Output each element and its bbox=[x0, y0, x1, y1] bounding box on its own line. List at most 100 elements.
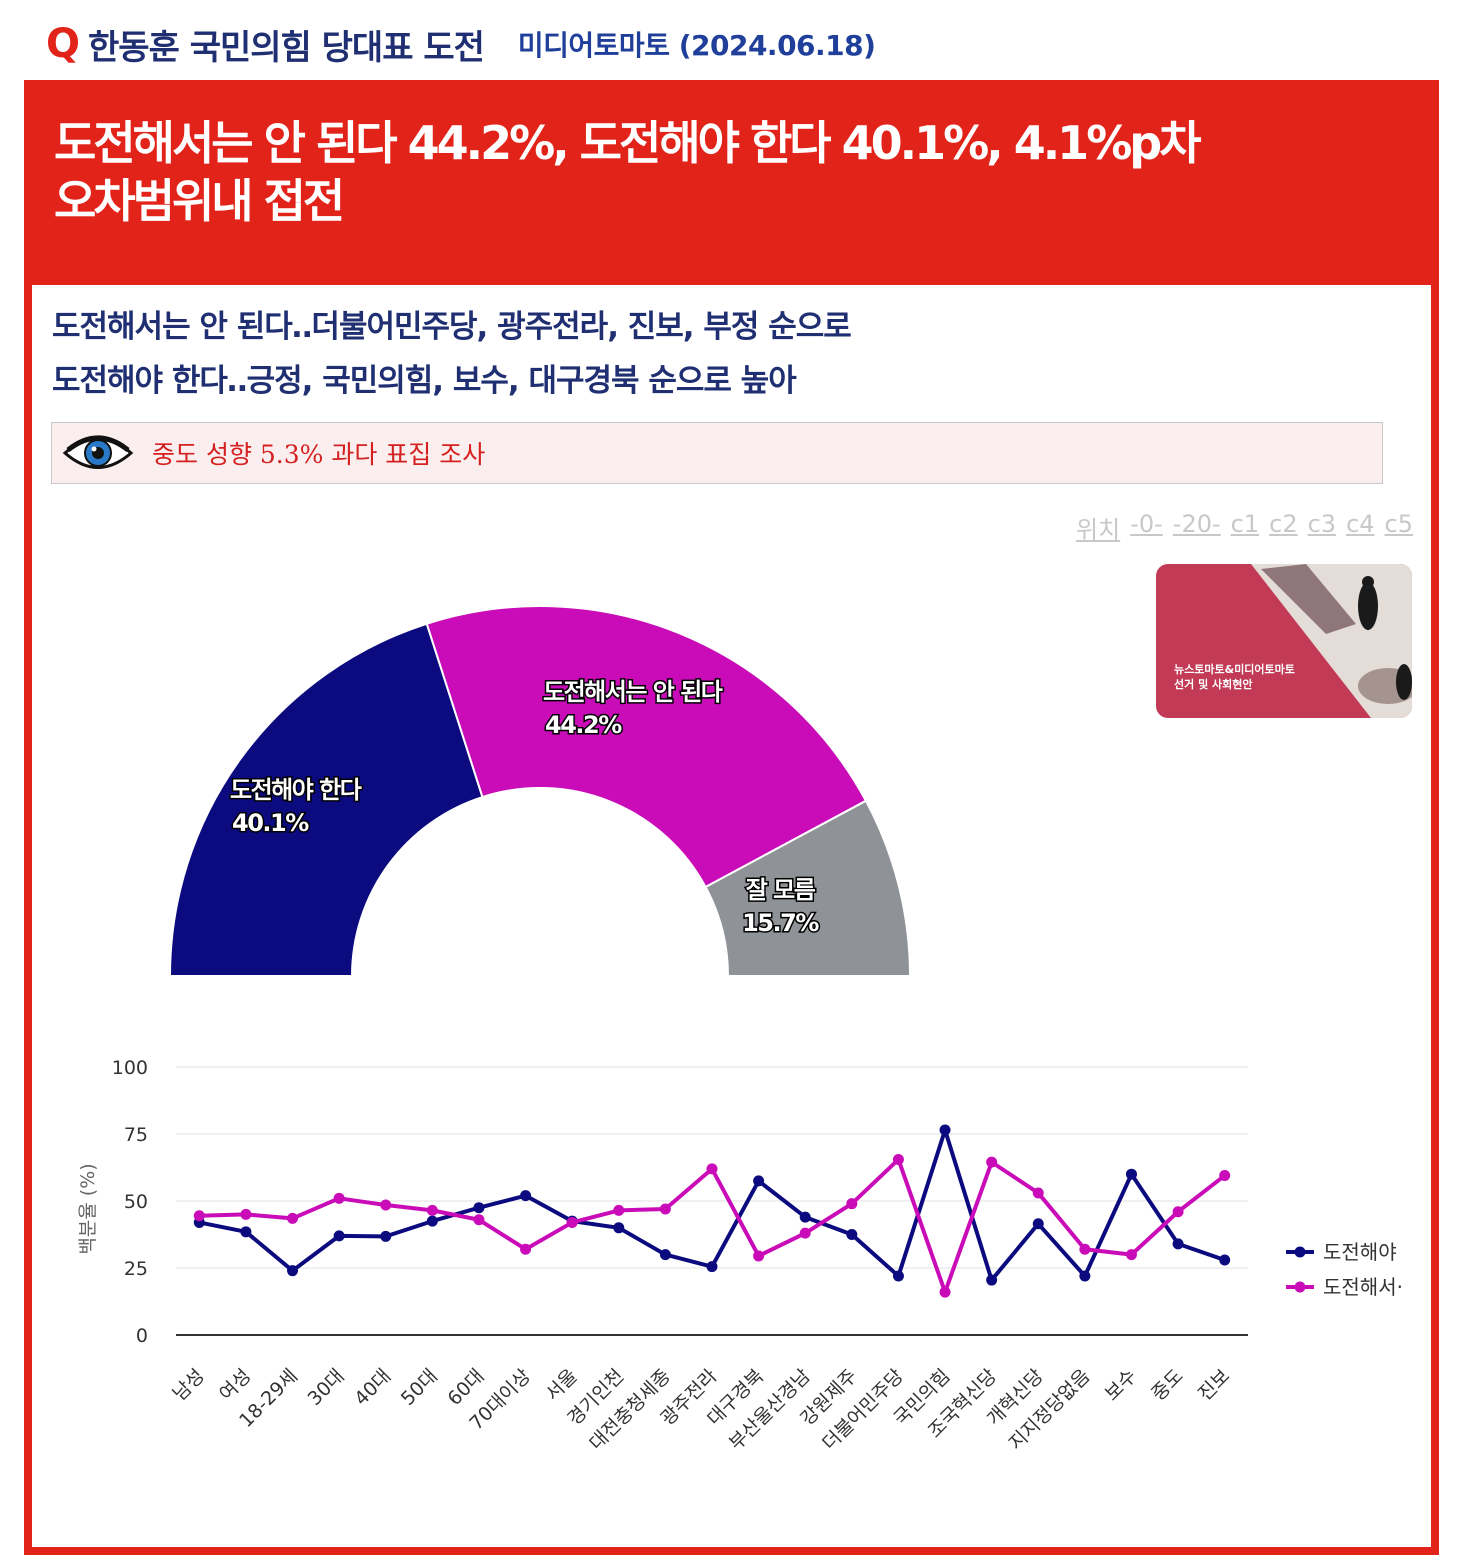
series-point bbox=[706, 1163, 718, 1175]
eye-icon bbox=[62, 435, 134, 469]
x-tick-label: 남성 bbox=[169, 1365, 209, 1405]
gauge-slice-label: 도전해서는 안 된다 bbox=[543, 678, 723, 706]
series-point bbox=[753, 1250, 765, 1262]
toolbar-item-0[interactable]: -0- bbox=[1130, 510, 1163, 538]
series-point bbox=[986, 1274, 998, 1286]
series-point bbox=[380, 1199, 392, 1211]
series-point bbox=[1172, 1206, 1184, 1218]
series-point bbox=[426, 1204, 438, 1216]
series-point bbox=[473, 1202, 485, 1214]
series-point bbox=[1032, 1187, 1044, 1199]
y-tick-label: 50 bbox=[124, 1191, 148, 1213]
series-point bbox=[520, 1190, 532, 1202]
series-point bbox=[1125, 1168, 1137, 1180]
q-icon: Q bbox=[46, 21, 81, 67]
series-point bbox=[1032, 1218, 1044, 1230]
toolbar-item-c4[interactable]: c4 bbox=[1346, 510, 1375, 538]
series-point bbox=[1079, 1270, 1091, 1282]
series-point bbox=[473, 1214, 485, 1226]
series-point bbox=[939, 1286, 951, 1298]
legend-label: 도전해서· bbox=[1323, 1275, 1403, 1299]
y-axis-label: 백분율 (%) bbox=[77, 1163, 99, 1254]
toolbar-item-c5[interactable]: c5 bbox=[1384, 510, 1413, 538]
series-point bbox=[1079, 1243, 1091, 1255]
series-point bbox=[846, 1229, 858, 1240]
series-point bbox=[892, 1270, 904, 1282]
series-point bbox=[333, 1230, 345, 1242]
note-box: 중도 성향 5.3% 과다 표집 조사 bbox=[51, 422, 1383, 484]
gauge-slice-value: 15.7% bbox=[742, 909, 819, 937]
legend-marker bbox=[1294, 1246, 1306, 1258]
series-point bbox=[986, 1156, 998, 1168]
series-point bbox=[939, 1124, 951, 1136]
y-tick-label: 100 bbox=[112, 1057, 148, 1079]
ad-banner[interactable]: 뉴스토마토&미디어토마토 선거 및 사회현안 bbox=[1156, 564, 1412, 718]
top-header: Q 한동훈 국민의힘 당대표 도전 미디어토마토 (2024.06.18) bbox=[46, 18, 876, 70]
series-point bbox=[520, 1243, 532, 1255]
gauge-slice-value: 44.2% bbox=[545, 711, 622, 739]
toolbar-item-c1[interactable]: c1 bbox=[1230, 510, 1260, 538]
series-point bbox=[566, 1216, 578, 1228]
page-title: 한동훈 국민의힘 당대표 도전 bbox=[88, 27, 485, 68]
series-point bbox=[426, 1215, 438, 1227]
gauge-slice-value: 40.1% bbox=[232, 809, 309, 837]
series-point bbox=[659, 1249, 671, 1261]
x-tick-label: 진보 bbox=[1194, 1365, 1234, 1405]
series-point bbox=[287, 1212, 299, 1224]
toolbar-item-c2[interactable]: c2 bbox=[1269, 510, 1298, 538]
x-tick-label: 50대 bbox=[397, 1365, 442, 1410]
y-tick-label: 25 bbox=[124, 1258, 148, 1280]
series-point bbox=[892, 1153, 904, 1165]
subheadline-line-2: 도전해야 한다‥긍정, 국민의힘, 보수, 대구경북 순으로 높아 bbox=[52, 363, 797, 399]
headline-line-2: 오차범위내 접전 bbox=[54, 174, 345, 228]
gauge-slice-label: 도전해야 한다 bbox=[230, 776, 362, 804]
ad-line-2: 선거 및 사회현안 bbox=[1174, 678, 1253, 691]
legend-marker bbox=[1294, 1281, 1306, 1293]
ad-text: 뉴스토마토&미디어토마토 선거 및 사회현안 bbox=[1174, 662, 1295, 692]
series-point bbox=[613, 1222, 625, 1234]
position-toolbar: 위치 -0- -20- c1 c2 c3 c4 c5 bbox=[1076, 510, 1413, 545]
note-text: 중도 성향 5.3% 과다 표집 조사 bbox=[152, 440, 486, 469]
legend-label: 도전해야 bbox=[1323, 1240, 1397, 1264]
series-line bbox=[198, 1127, 1226, 1283]
subheadline-line-1: 도전해서는 안 된다‥더불어민주당, 광주전라, 진보, 부정 순으로 bbox=[52, 309, 852, 345]
series-point bbox=[1219, 1254, 1231, 1266]
x-tick-label: 30대 bbox=[304, 1365, 349, 1410]
headline-line-1: 도전해서는 안 된다 44.2%, 도전해야 한다 40.1%, 4.1%p차 bbox=[54, 116, 1202, 170]
series-point bbox=[333, 1192, 345, 1204]
gauge-slice-label: 잘 모름 bbox=[746, 876, 816, 904]
series-line bbox=[199, 1157, 1226, 1295]
toolbar-item-20[interactable]: -20- bbox=[1172, 510, 1221, 538]
half-donut-chart: 도전해야 한다 40.1% 도전해서는 안 된다 44.2% 잘 모름 15.7% bbox=[169, 605, 911, 977]
series-point bbox=[380, 1230, 392, 1242]
x-tick-label: 서울 bbox=[541, 1365, 581, 1405]
series-point bbox=[1172, 1238, 1184, 1250]
series-point bbox=[1219, 1170, 1231, 1182]
series-point bbox=[799, 1211, 811, 1223]
headline-banner: 도전해서는 안 된다 44.2%, 도전해야 한다 40.1%, 4.1%p차 … bbox=[32, 88, 1431, 285]
series-point bbox=[659, 1203, 671, 1215]
x-tick-label: 중도 bbox=[1147, 1365, 1187, 1405]
series-point bbox=[287, 1265, 299, 1277]
series-point bbox=[193, 1210, 205, 1222]
subheadline: 도전해서는 안 된다‥더불어민주당, 광주전라, 진보, 부정 순으로 도전해야… bbox=[52, 300, 852, 408]
series-point bbox=[706, 1261, 718, 1273]
toolbar-item-c3[interactable]: c3 bbox=[1307, 510, 1337, 538]
ad-line-1: 뉴스토마토&미디어토마토 bbox=[1174, 663, 1295, 676]
gauge-slice bbox=[704, 799, 911, 977]
x-tick-label: 40대 bbox=[350, 1365, 395, 1410]
ad-image bbox=[1156, 564, 1412, 718]
y-tick-label: 0 bbox=[136, 1325, 148, 1347]
series-point bbox=[799, 1227, 811, 1239]
source-label: 미디어토마토 (2024.06.18) bbox=[517, 29, 876, 62]
gauge-slice bbox=[169, 622, 484, 977]
series-point bbox=[753, 1175, 765, 1187]
gauge-slice bbox=[425, 605, 867, 888]
x-tick-label: 여성 bbox=[215, 1365, 255, 1405]
x-tick-label: 보수 bbox=[1101, 1365, 1141, 1405]
series-point bbox=[846, 1198, 858, 1210]
toolbar-item-position[interactable]: 위치 bbox=[1076, 516, 1121, 544]
series-point bbox=[240, 1208, 252, 1220]
y-tick-label: 75 bbox=[124, 1124, 148, 1146]
